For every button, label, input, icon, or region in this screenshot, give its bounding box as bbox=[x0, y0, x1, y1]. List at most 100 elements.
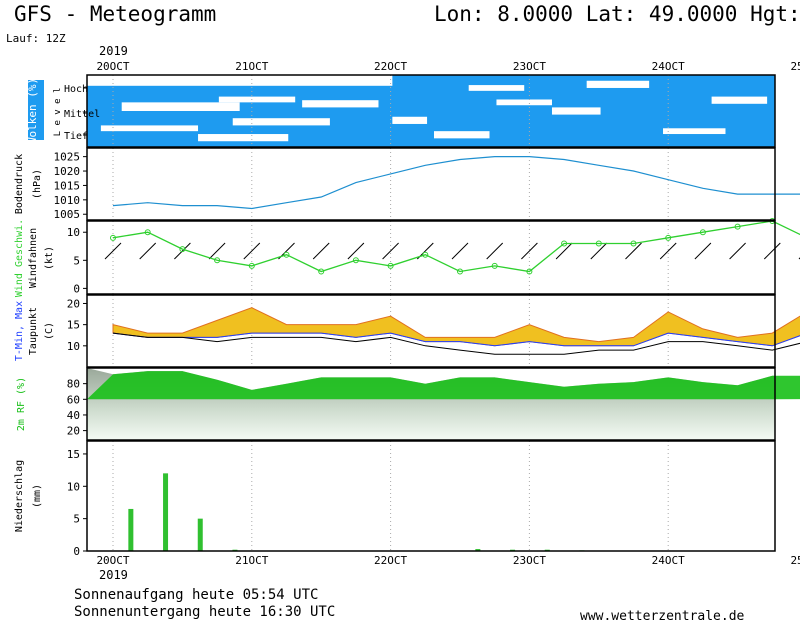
cloud-level-label: Tief bbox=[64, 131, 88, 142]
day-tick-top: 20OCT bbox=[96, 60, 129, 73]
wind-point bbox=[248, 262, 255, 269]
pressure-tick-label: 1015 bbox=[54, 179, 81, 192]
precip-bar bbox=[475, 549, 481, 551]
source-link[interactable]: www.wetterzentrale.de bbox=[580, 609, 745, 624]
day-tick-top: 23OCT bbox=[513, 60, 546, 73]
cloud-gap bbox=[121, 102, 240, 111]
precip-bar bbox=[128, 508, 134, 551]
panel-frame bbox=[86, 367, 776, 441]
wind-tick-label: 10 bbox=[67, 226, 80, 239]
wind-speed-line bbox=[112, 220, 800, 273]
sunset-text: Sonnenuntergang heute 16:30 UTC bbox=[74, 604, 336, 620]
cloud-gap bbox=[787, 119, 800, 126]
day-tick-bottom: 20OCT bbox=[96, 554, 129, 567]
temp-ylabel: T-Min, Max bbox=[14, 301, 25, 361]
humidity-tick-label: 80 bbox=[67, 378, 80, 391]
wind-barb bbox=[486, 242, 504, 260]
cloud-gap bbox=[434, 131, 490, 139]
wind-barb bbox=[763, 242, 781, 260]
precip-tick-label: 0 bbox=[73, 545, 80, 558]
wind-point bbox=[561, 240, 568, 247]
cloud-gap bbox=[218, 96, 296, 103]
cloud-gap bbox=[392, 116, 428, 124]
precip-unit: (mm) bbox=[32, 484, 43, 508]
wind-barb bbox=[208, 242, 226, 260]
wind-barb bbox=[312, 242, 330, 260]
cloud-gap bbox=[232, 118, 330, 126]
humidity-mask bbox=[87, 368, 800, 390]
humidity-area bbox=[87, 371, 800, 400]
wind-point bbox=[457, 268, 463, 275]
cloud-gap bbox=[551, 107, 601, 115]
humidity-tick-label: 40 bbox=[67, 409, 80, 422]
temp-min-line bbox=[112, 332, 800, 347]
temp-tick-label: 20 bbox=[67, 297, 80, 310]
day-tick-top: 24OCT bbox=[652, 60, 685, 73]
cloud-gap bbox=[711, 96, 768, 104]
humidity-tick-label: 20 bbox=[67, 425, 80, 438]
temp-unit: (C) bbox=[44, 322, 55, 340]
pressure-tick-label: 1005 bbox=[54, 208, 81, 221]
cloud-gap bbox=[87, 75, 393, 86]
cloud-ylabel-bg bbox=[28, 80, 44, 140]
cloud-level-label: Mittel bbox=[64, 109, 100, 120]
cloud-gap bbox=[302, 100, 379, 108]
pressure-unit: (hPa) bbox=[32, 169, 43, 199]
day-tick-top: 22OCT bbox=[374, 60, 407, 73]
wind-point bbox=[630, 240, 637, 247]
wind-point bbox=[318, 268, 325, 275]
wind-barb bbox=[590, 242, 608, 260]
wind-barb bbox=[451, 242, 469, 260]
wind-barb bbox=[729, 242, 746, 260]
cloud-gap bbox=[586, 80, 650, 88]
cloud-gap bbox=[496, 99, 552, 106]
wind-barb bbox=[659, 242, 677, 260]
precip-tick-label: 15 bbox=[67, 448, 80, 461]
year-top: 2019 bbox=[99, 44, 128, 58]
wind-point bbox=[734, 223, 741, 230]
wind-point bbox=[491, 262, 498, 269]
pressure-ylabel: Bodendruck bbox=[14, 154, 25, 214]
wind-point bbox=[665, 234, 672, 241]
panel-frame bbox=[86, 74, 776, 148]
wind-barb bbox=[555, 242, 573, 260]
precip-tick-label: 5 bbox=[73, 513, 80, 526]
run-label: Lauf: 12Z bbox=[6, 32, 66, 45]
temp-range-area bbox=[112, 307, 800, 347]
cloud-gap bbox=[309, 75, 386, 83]
wind-point bbox=[283, 251, 290, 258]
cloud-ylabel: Wolken (%) bbox=[26, 78, 39, 144]
year-bottom: 2019 bbox=[99, 568, 128, 582]
day-tick-top: 21OCT bbox=[235, 60, 268, 73]
cloud-gap bbox=[100, 125, 199, 132]
sunrise-text: Sonnenaufgang heute 05:54 UTC bbox=[74, 587, 319, 603]
cloud-gap bbox=[663, 128, 726, 135]
precip-ylabel: Niederschlag bbox=[14, 460, 25, 532]
cloud-gap bbox=[468, 85, 525, 91]
wind-barb bbox=[382, 242, 399, 260]
wind-barb bbox=[625, 242, 642, 260]
wind-point bbox=[110, 234, 116, 241]
wind-point bbox=[214, 257, 221, 264]
wind-barb bbox=[694, 242, 712, 260]
temp-tick-label: 10 bbox=[67, 340, 80, 353]
panel-frame bbox=[86, 294, 776, 368]
panel-frame bbox=[86, 220, 776, 295]
pressure-tick-label: 1010 bbox=[54, 194, 81, 207]
pressure-line bbox=[112, 156, 800, 210]
panel-frame bbox=[86, 440, 776, 552]
wind-ylabel: Wind Geschwi. bbox=[14, 219, 25, 297]
day-tick-bottom: 24OCT bbox=[652, 554, 685, 567]
humidity-ylabel: 2m RF (%) bbox=[16, 377, 27, 431]
location-coords: Lon: 8.0000 Lat: 49.0000 Hgt: 18 bbox=[434, 2, 800, 26]
temp-ylabel2: Taupunkt bbox=[28, 307, 39, 355]
day-tick-bottom: 21OCT bbox=[235, 554, 268, 567]
dewpoint-line bbox=[112, 332, 800, 355]
precip-bar bbox=[197, 518, 203, 551]
wind-point bbox=[422, 251, 429, 258]
wind-point bbox=[144, 229, 151, 236]
precip-tick-label: 10 bbox=[67, 480, 80, 493]
day-tick-bottom: 25OCT bbox=[790, 554, 800, 567]
chart-title: GFS - Meteogramm bbox=[14, 2, 217, 26]
wind-barb bbox=[521, 242, 538, 260]
